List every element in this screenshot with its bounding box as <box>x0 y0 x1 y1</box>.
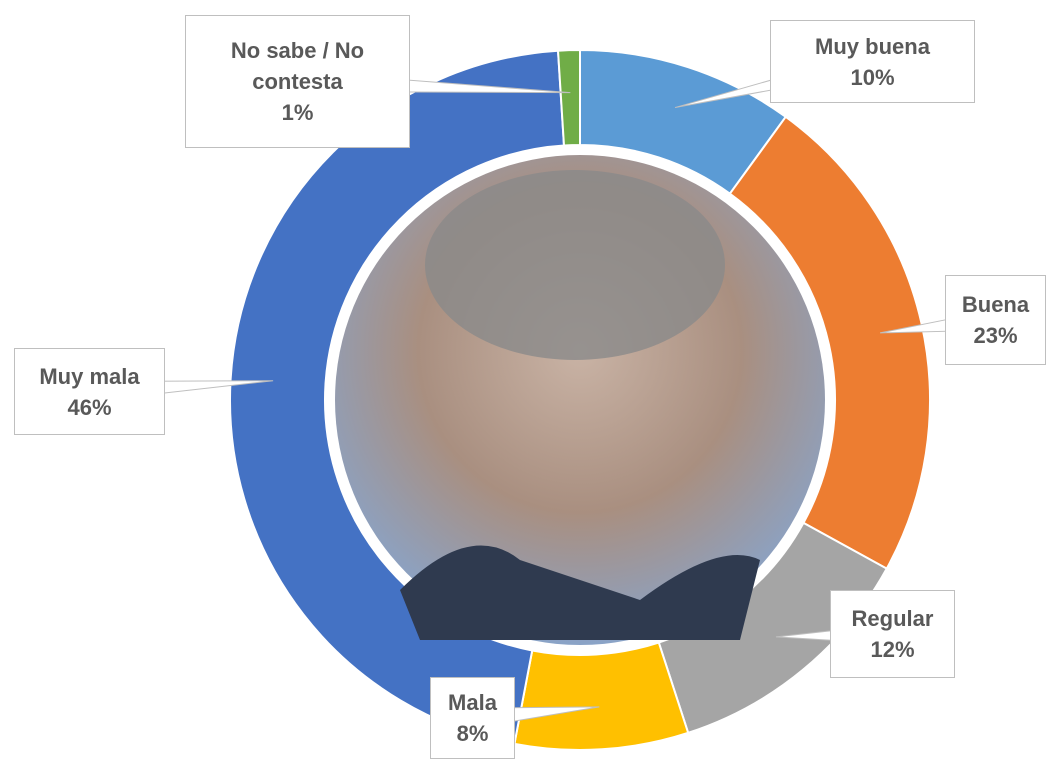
label-name: No sabe / No contesta <box>192 35 403 97</box>
label-value: 12% <box>870 634 914 665</box>
chart: Muy buena10% Buena23% Regular12% Mala8% Muy … <box>0 0 1046 759</box>
label-value: 46% <box>67 392 111 423</box>
label-value: 23% <box>973 320 1017 351</box>
label-name: Buena <box>962 289 1029 320</box>
label-name: Regular <box>852 603 934 634</box>
slice <box>514 643 688 750</box>
label-name: Mala <box>448 687 497 718</box>
label-name: Muy buena <box>815 31 930 62</box>
label-name: Muy mala <box>39 361 139 392</box>
label-value: 10% <box>850 62 894 93</box>
photo-hair <box>425 170 725 360</box>
label-value: 8% <box>457 718 489 749</box>
label-value: 1% <box>282 97 314 128</box>
